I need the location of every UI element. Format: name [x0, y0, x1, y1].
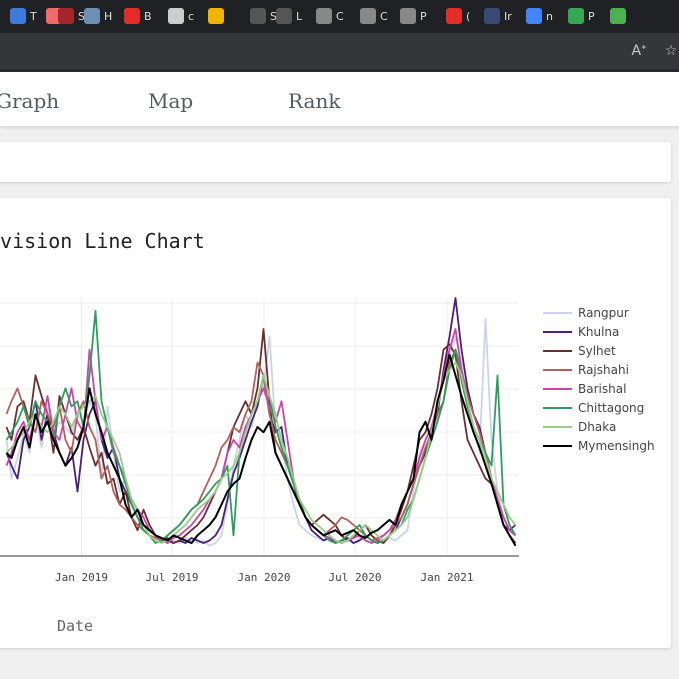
chart-grid [0, 298, 519, 556]
tab-label: P [588, 9, 595, 23]
browser-tab[interactable] [610, 5, 630, 27]
x-tick-label: Jul 2019 [146, 571, 199, 584]
x-axis-label: Date [57, 617, 93, 635]
legend-item-barishal[interactable]: Barishal [543, 382, 626, 396]
tab-favicon-icon [316, 8, 332, 24]
favorite-star-icon[interactable]: ☆ [664, 43, 678, 59]
browser-tab[interactable]: ( [446, 5, 470, 27]
x-tick-label: Jan 2019 [55, 571, 108, 584]
tab-favicon-icon [84, 8, 100, 24]
tab-favicon-icon [124, 8, 140, 24]
tab-favicon-icon [526, 8, 542, 24]
browser-tab[interactable]: S [250, 5, 277, 27]
tab-label: n [546, 9, 553, 23]
browser-tab[interactable]: L [276, 5, 302, 27]
nav-graph[interactable]: Graph [0, 89, 60, 113]
nav-rank[interactable]: Rank [288, 89, 341, 113]
legend-label: Rajshahi [578, 363, 629, 377]
tab-favicon-icon [168, 8, 184, 24]
tab-favicon-icon [484, 8, 500, 24]
tab-label: B [144, 9, 152, 23]
browser-tab[interactable]: Ir [484, 5, 512, 27]
tab-label: S [270, 9, 277, 23]
legend-item-dhaka[interactable]: Dhaka [543, 420, 616, 434]
tab-label: L [296, 9, 303, 23]
tab-favicon-icon [250, 8, 266, 24]
x-tick-label: Jan 2020 [238, 571, 291, 584]
tab-favicon-icon [568, 8, 584, 24]
chart-panel [0, 198, 671, 648]
legend-item-rangpur[interactable]: Rangpur [543, 306, 629, 320]
series-line-sylhet[interactable] [5, 328, 517, 544]
browser-tab[interactable]: T [10, 5, 37, 27]
legend-item-mymensingh[interactable]: Mymensingh [543, 439, 655, 453]
tab-favicon-icon [400, 8, 416, 24]
legend-label: Barishal [578, 382, 626, 396]
browser-tab[interactable]: P [400, 5, 427, 27]
legend-label: Sylhet [578, 344, 616, 358]
tab-favicon-icon [276, 8, 292, 24]
tab-favicon-icon [446, 8, 462, 24]
legend-label: Chittagong [578, 401, 644, 415]
tab-label: Ir [504, 9, 512, 23]
browser-tab[interactable] [208, 5, 228, 27]
legend-label: Dhaka [578, 420, 616, 434]
browser-tab[interactable]: P [568, 5, 595, 27]
x-tick-label: Jul 2020 [329, 571, 382, 584]
browser-tab[interactable]: C [316, 5, 344, 27]
legend-item-sylhet[interactable]: Sylhet [543, 344, 616, 358]
browser-tab[interactable]: C [360, 5, 388, 27]
tab-label: C [336, 9, 344, 23]
series-line-mymensingh[interactable] [5, 353, 517, 547]
chart-legend: Rangpur Khulna Sylhet Rajshahi Barishal Chitt… [543, 306, 655, 453]
filter-panel [0, 142, 671, 182]
browser-tab[interactable]: H [84, 5, 112, 27]
browser-tab[interactable]: B [124, 5, 152, 27]
legend-item-chittagong[interactable]: Chittagong [543, 401, 644, 415]
legend-label: Khulna [578, 325, 619, 339]
read-aloud-icon[interactable]: Aᐩ [631, 43, 647, 59]
tab-favicon-icon [208, 8, 224, 24]
tab-label: S [78, 9, 85, 23]
divider [0, 69, 679, 72]
legend-label: Mymensingh [578, 439, 655, 453]
browser-tab[interactable]: n [526, 5, 553, 27]
chart-title: ivision Line Chart [0, 229, 205, 253]
x-axis-ticks: Jan 2019 Jul 2019 Jan 2020 Jul 2020 Jan 2021 [55, 571, 473, 584]
top-nav: Graph Map Rank [0, 72, 679, 127]
tab-favicon-icon [58, 8, 74, 24]
browser-address-bar: Aᐩ ☆ [0, 33, 679, 69]
tab-favicon-icon [610, 8, 626, 24]
nav-map[interactable]: Map [148, 89, 194, 113]
tab-label: P [420, 9, 427, 23]
chart-lines [5, 297, 517, 547]
tab-favicon-icon [360, 8, 376, 24]
tab-label: c [188, 9, 195, 23]
browser-tab[interactable]: c [168, 5, 194, 27]
tab-label: H [104, 9, 113, 23]
browser-tab[interactable]: S [58, 5, 85, 27]
tab-favicon-icon [10, 8, 26, 24]
x-tick-label: Jan 2021 [421, 571, 474, 584]
tab-label: ( [466, 9, 471, 23]
tab-label: T [30, 9, 37, 23]
legend-label: Rangpur [578, 306, 629, 320]
legend-item-rajshahi[interactable]: Rajshahi [543, 363, 629, 377]
legend-item-khulna[interactable]: Khulna [543, 325, 619, 339]
tab-label: C [380, 9, 388, 23]
